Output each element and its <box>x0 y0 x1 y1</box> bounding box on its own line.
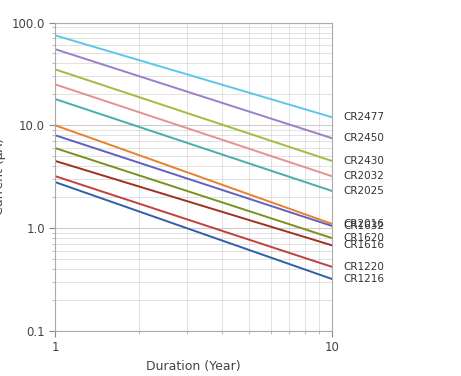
Y-axis label: Current (μA): Current (μA) <box>0 138 6 215</box>
Text: CR1616: CR1616 <box>343 240 384 250</box>
Text: CR1220: CR1220 <box>343 262 384 272</box>
Text: CR2430: CR2430 <box>343 156 384 166</box>
Text: CR2016: CR2016 <box>343 219 384 229</box>
Text: CR2477: CR2477 <box>343 112 384 122</box>
Text: CR1216: CR1216 <box>343 274 384 284</box>
X-axis label: Duration (Year): Duration (Year) <box>146 360 241 373</box>
Text: CR1620: CR1620 <box>343 233 384 243</box>
Text: CR1632: CR1632 <box>343 221 384 231</box>
Text: CR2025: CR2025 <box>343 186 384 196</box>
Text: CR2032: CR2032 <box>343 171 384 181</box>
Text: CR2450: CR2450 <box>343 133 384 143</box>
